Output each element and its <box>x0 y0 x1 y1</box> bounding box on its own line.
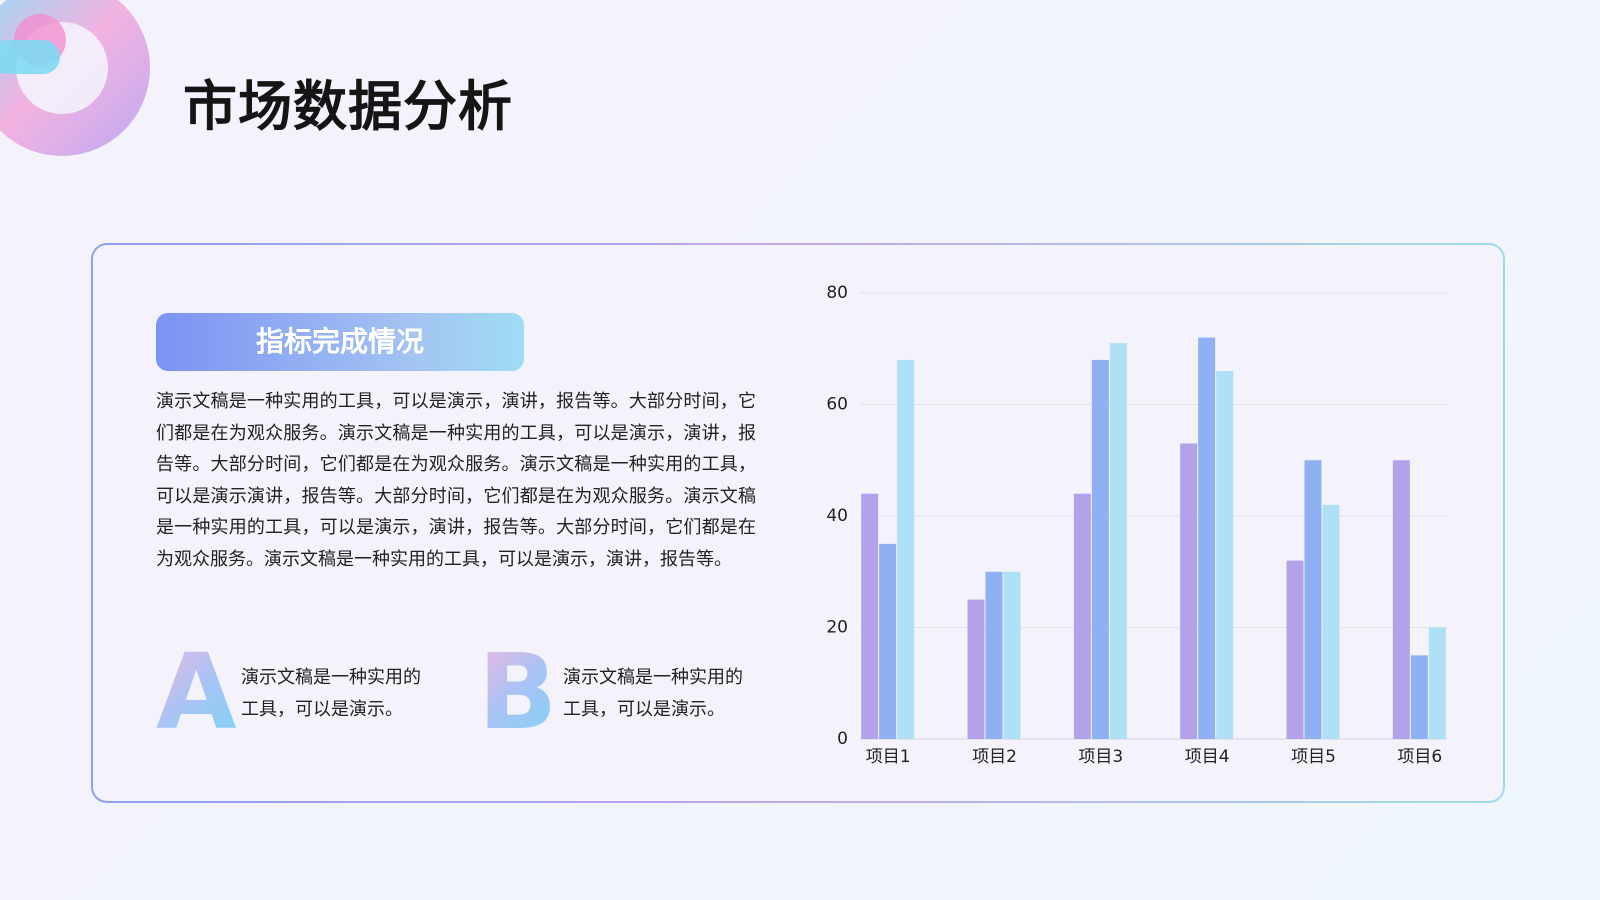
slide-title: 市场数据分析 <box>183 75 513 138</box>
x-tick-label: 项目4 <box>1185 747 1230 767</box>
bar <box>1180 443 1198 739</box>
decoration <box>0 0 150 156</box>
section-heading: 指标完成情况 <box>156 313 524 371</box>
bar <box>1322 504 1340 739</box>
x-tick-label: 项目1 <box>866 747 911 767</box>
x-tick-label: 项目6 <box>1397 747 1442 767</box>
bar <box>967 599 985 739</box>
y-tick-label: 0 <box>837 729 848 749</box>
bar <box>897 359 915 739</box>
item-icon: B <box>478 631 558 753</box>
x-tick-label: 项目2 <box>972 747 1017 767</box>
item-icon: A <box>156 631 237 753</box>
item-text: 演示文稿是一种实用的工具，可以是演示。 <box>241 667 421 720</box>
bar <box>1216 371 1234 739</box>
x-tick-label: 项目3 <box>1078 747 1123 767</box>
bar <box>1410 655 1428 739</box>
bar <box>1392 460 1410 739</box>
bar <box>985 571 1003 739</box>
bar <box>1109 343 1127 739</box>
y-tick-label: 20 <box>826 618 848 638</box>
bar <box>879 543 897 739</box>
item-text: 演示文稿是一种实用的工具，可以是演示。 <box>563 667 743 720</box>
bar <box>1091 359 1109 739</box>
y-tick-label: 40 <box>826 506 848 526</box>
bar <box>1286 560 1304 739</box>
y-tick-label: 80 <box>826 283 848 303</box>
paragraph: 演示文稿是一种实用的工具，可以是演示，演讲，报告等。大部分时间，它们都是在为观众… <box>156 391 756 570</box>
bar <box>1003 571 1021 739</box>
bar <box>861 493 879 739</box>
y-tick-label: 60 <box>826 395 848 415</box>
bar <box>1073 493 1091 739</box>
bar <box>1428 627 1446 739</box>
bar <box>1304 460 1322 739</box>
bar <box>1198 337 1216 739</box>
x-tick-label: 项目5 <box>1291 747 1336 767</box>
